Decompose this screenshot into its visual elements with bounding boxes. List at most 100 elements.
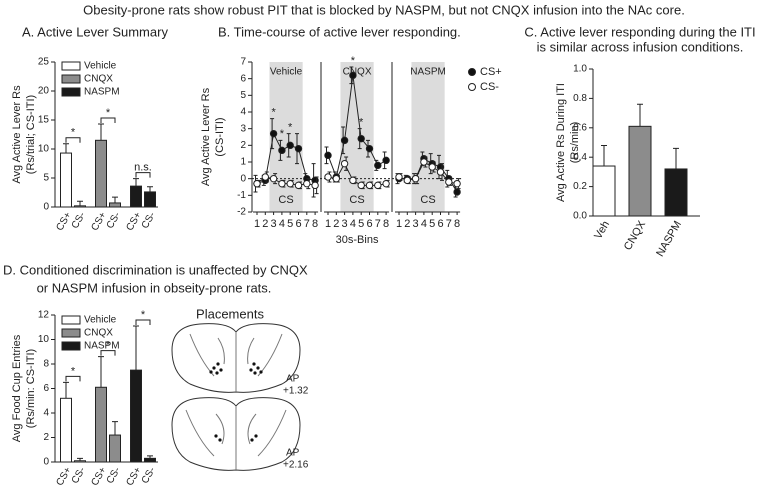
- significance-bracket: [65, 375, 81, 382]
- y-tick-label: 0: [240, 173, 246, 184]
- shade-label: CS: [278, 194, 293, 206]
- y-tick-label: 0.8: [573, 93, 587, 104]
- y-tick-label: 0.2: [573, 181, 587, 192]
- significance-bracket: [135, 172, 151, 178]
- placements: Placements AP +1.32 AP +2.16: [171, 306, 309, 471]
- chart-title: or NASPM infusion in obseity-prone rats.: [37, 280, 272, 295]
- x-tick-label: 7: [375, 218, 381, 230]
- error-bar: [147, 455, 153, 459]
- y-tick-label: 0: [43, 202, 49, 213]
- section-label: AP: [286, 374, 300, 385]
- point: [382, 156, 390, 165]
- shade-label: CS: [349, 194, 364, 206]
- annotation: *: [141, 309, 146, 321]
- error-bar: [133, 178, 139, 187]
- x-tick-label: 6: [366, 218, 372, 230]
- error-bar: [77, 200, 83, 206]
- y-axis-label: (Rs/min: CS-ITI): [25, 349, 37, 428]
- point: [340, 136, 349, 145]
- x-tick-label: 1: [325, 218, 331, 230]
- legend-label: Vehicle: [84, 315, 117, 326]
- legend-label: CS-: [480, 81, 499, 93]
- group-label: Vehicle: [270, 67, 303, 78]
- point: [357, 134, 365, 143]
- y-tick-label: -2: [237, 207, 246, 218]
- y-tick-label: -1: [237, 190, 246, 201]
- y-tick-label: 6: [240, 73, 246, 84]
- y-tick-label: 10: [38, 144, 50, 155]
- y-tick-label: 8: [43, 359, 49, 370]
- bar: [130, 185, 142, 208]
- point: [324, 151, 332, 160]
- x-tick-label: 1: [254, 218, 260, 230]
- point: [395, 173, 403, 181]
- x-tick-label: 8: [312, 218, 318, 230]
- x-tick-label: 1: [396, 218, 402, 230]
- bar: [109, 202, 121, 208]
- y-tick-label: 6: [43, 383, 49, 394]
- significance-bracket: [135, 319, 151, 326]
- x-tick-label: 7: [304, 218, 310, 230]
- x-axis-label: 30s-Bins: [336, 234, 379, 246]
- y-tick-label: 15: [38, 115, 50, 126]
- x-tick-label: 7: [446, 218, 452, 230]
- chart-title: D. Conditioned discrimination is unaffec…: [3, 262, 308, 277]
- bar: [60, 152, 72, 208]
- chart-title: C. Active lever responding during the IT…: [524, 24, 755, 39]
- error-bar: [673, 147, 679, 169]
- bar: [592, 165, 616, 217]
- bar: [95, 139, 107, 208]
- point: [278, 179, 286, 188]
- y-tick-label: 7: [240, 57, 246, 68]
- chart-title: B. Time-course of active lever respondin…: [218, 24, 461, 39]
- point: [294, 181, 303, 190]
- bar: [74, 460, 86, 463]
- point: [324, 173, 332, 181]
- section-label: AP: [286, 448, 300, 459]
- x-tick-label: 4: [350, 218, 356, 230]
- x-tick-label: 4: [279, 218, 285, 230]
- point: [278, 146, 286, 155]
- point: [253, 179, 261, 188]
- legend-swatch: [61, 61, 81, 71]
- bar: [109, 434, 121, 463]
- chart-title: A. Active Lever Summary: [22, 24, 168, 39]
- y-axis-label: Avg Active Lever Rs: [200, 87, 212, 186]
- point: [332, 174, 340, 183]
- y-tick-label: 10: [38, 334, 50, 345]
- x-tick-label: CS-: [70, 210, 88, 230]
- legend-label: NASPM: [84, 87, 120, 98]
- legend-marker: [468, 83, 476, 91]
- group-label: CNQX: [343, 67, 372, 78]
- y-axis-label: (Rs/min): [569, 122, 581, 164]
- legend-label: CNQX: [84, 328, 113, 339]
- point: [403, 176, 411, 185]
- section-label: +2.16: [283, 460, 309, 471]
- point: [269, 174, 278, 183]
- y-tick-label: 0.0: [573, 211, 587, 222]
- x-tick-label: CS-: [70, 465, 88, 485]
- annotation: *: [71, 365, 76, 377]
- point: [420, 158, 428, 166]
- point: [357, 181, 365, 190]
- error-bar: [98, 356, 104, 388]
- x-tick-label: 5: [287, 218, 293, 230]
- y-tick-label: 1: [240, 157, 246, 168]
- brain-section: [171, 397, 301, 471]
- x-tick-label: 8: [454, 218, 460, 230]
- brain-detail: [185, 406, 287, 470]
- x-tick-label: 3: [271, 218, 277, 230]
- cs-shade: [411, 62, 445, 212]
- point: [311, 181, 319, 190]
- annotation: *: [288, 122, 293, 134]
- x-tick-label: 4: [421, 218, 427, 230]
- shade-label: CS: [420, 194, 435, 206]
- placements-title: Placements: [196, 306, 264, 321]
- x-tick-label: NASPM: [654, 219, 684, 259]
- legend-swatch: [61, 328, 81, 338]
- point: [436, 168, 445, 176]
- error-bar: [637, 103, 643, 127]
- bar: [144, 457, 156, 463]
- x-tick-label: 6: [295, 218, 301, 230]
- x-tick-label: 2: [333, 218, 339, 230]
